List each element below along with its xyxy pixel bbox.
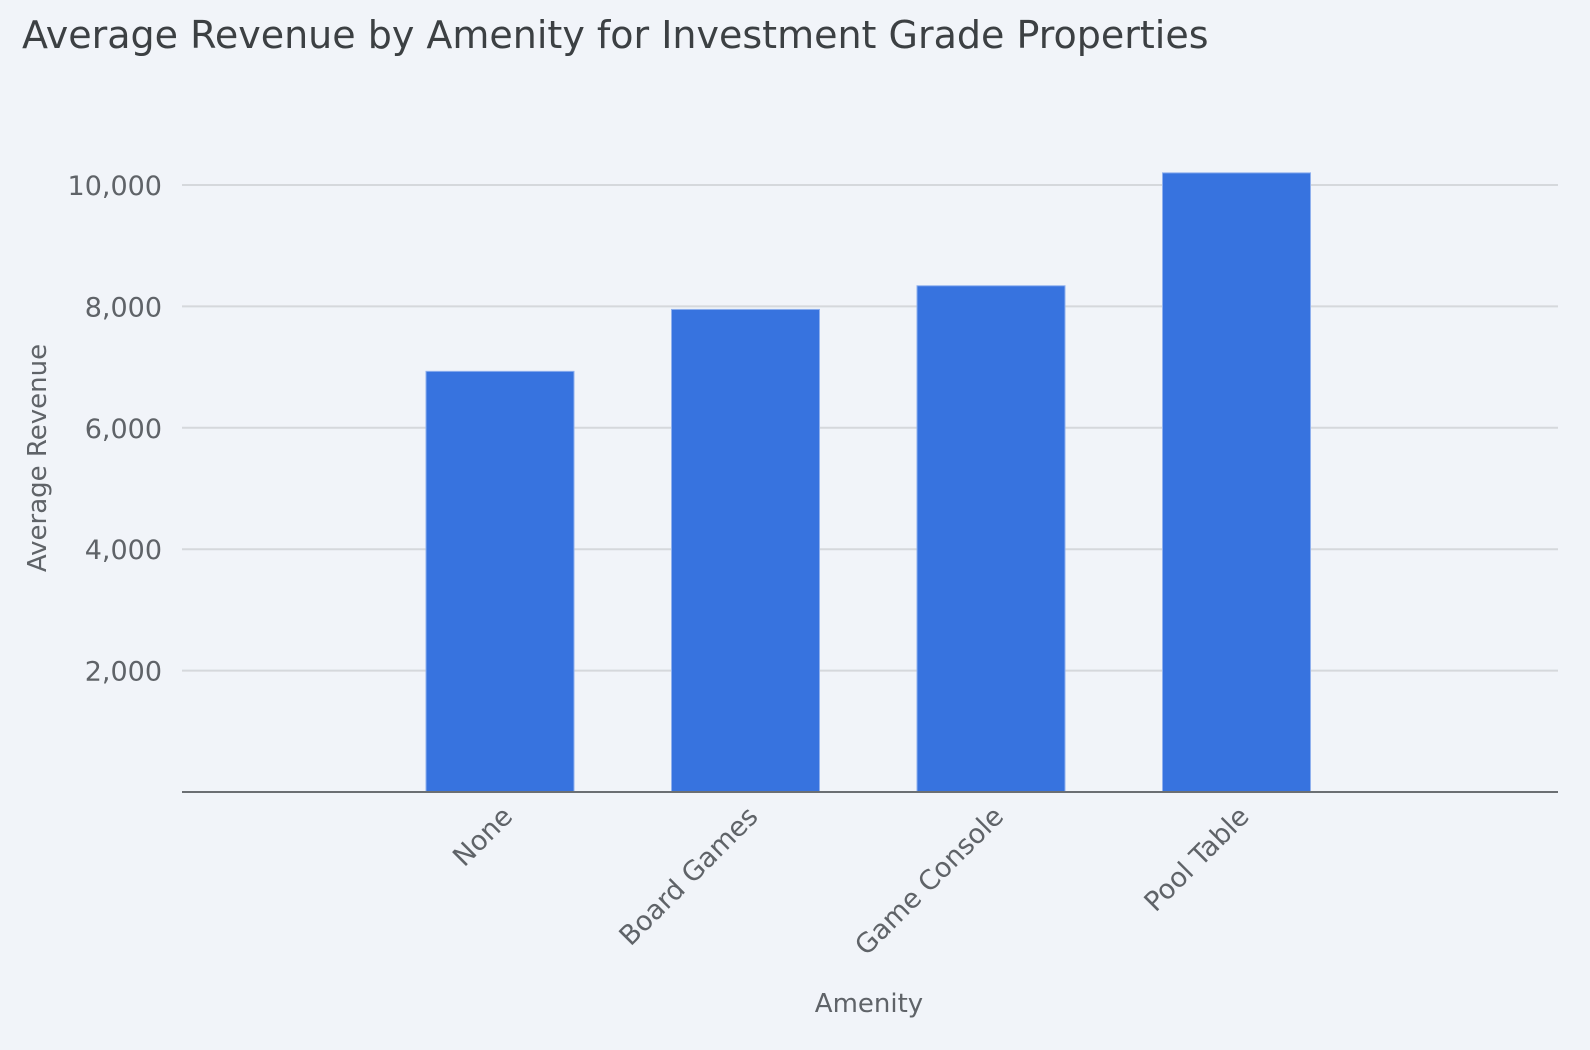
chart-title: Average Revenue by Amenity for Investmen…: [22, 13, 1209, 57]
y-tick-label: 6,000: [85, 414, 162, 445]
x-axis-label: Amenity: [815, 989, 923, 1019]
bar-none[interactable]: [425, 370, 575, 793]
x-tick-label: Game Console: [849, 801, 1010, 962]
y-tick-label: 4,000: [85, 535, 162, 566]
bar-game-console[interactable]: [916, 285, 1066, 793]
y-tick-label: 10,000: [68, 171, 162, 202]
x-tick-label: Board Games: [614, 801, 765, 952]
y-tick-label: 8,000: [85, 292, 162, 323]
x-tick-label: None: [447, 801, 519, 873]
y-tick-label: 2,000: [85, 657, 162, 688]
bar-board-games[interactable]: [671, 308, 820, 793]
bar-pool-table[interactable]: [1162, 172, 1311, 793]
x-tick-label: Pool Table: [1139, 801, 1256, 918]
y-axis-label: Average Revenue: [23, 344, 53, 572]
